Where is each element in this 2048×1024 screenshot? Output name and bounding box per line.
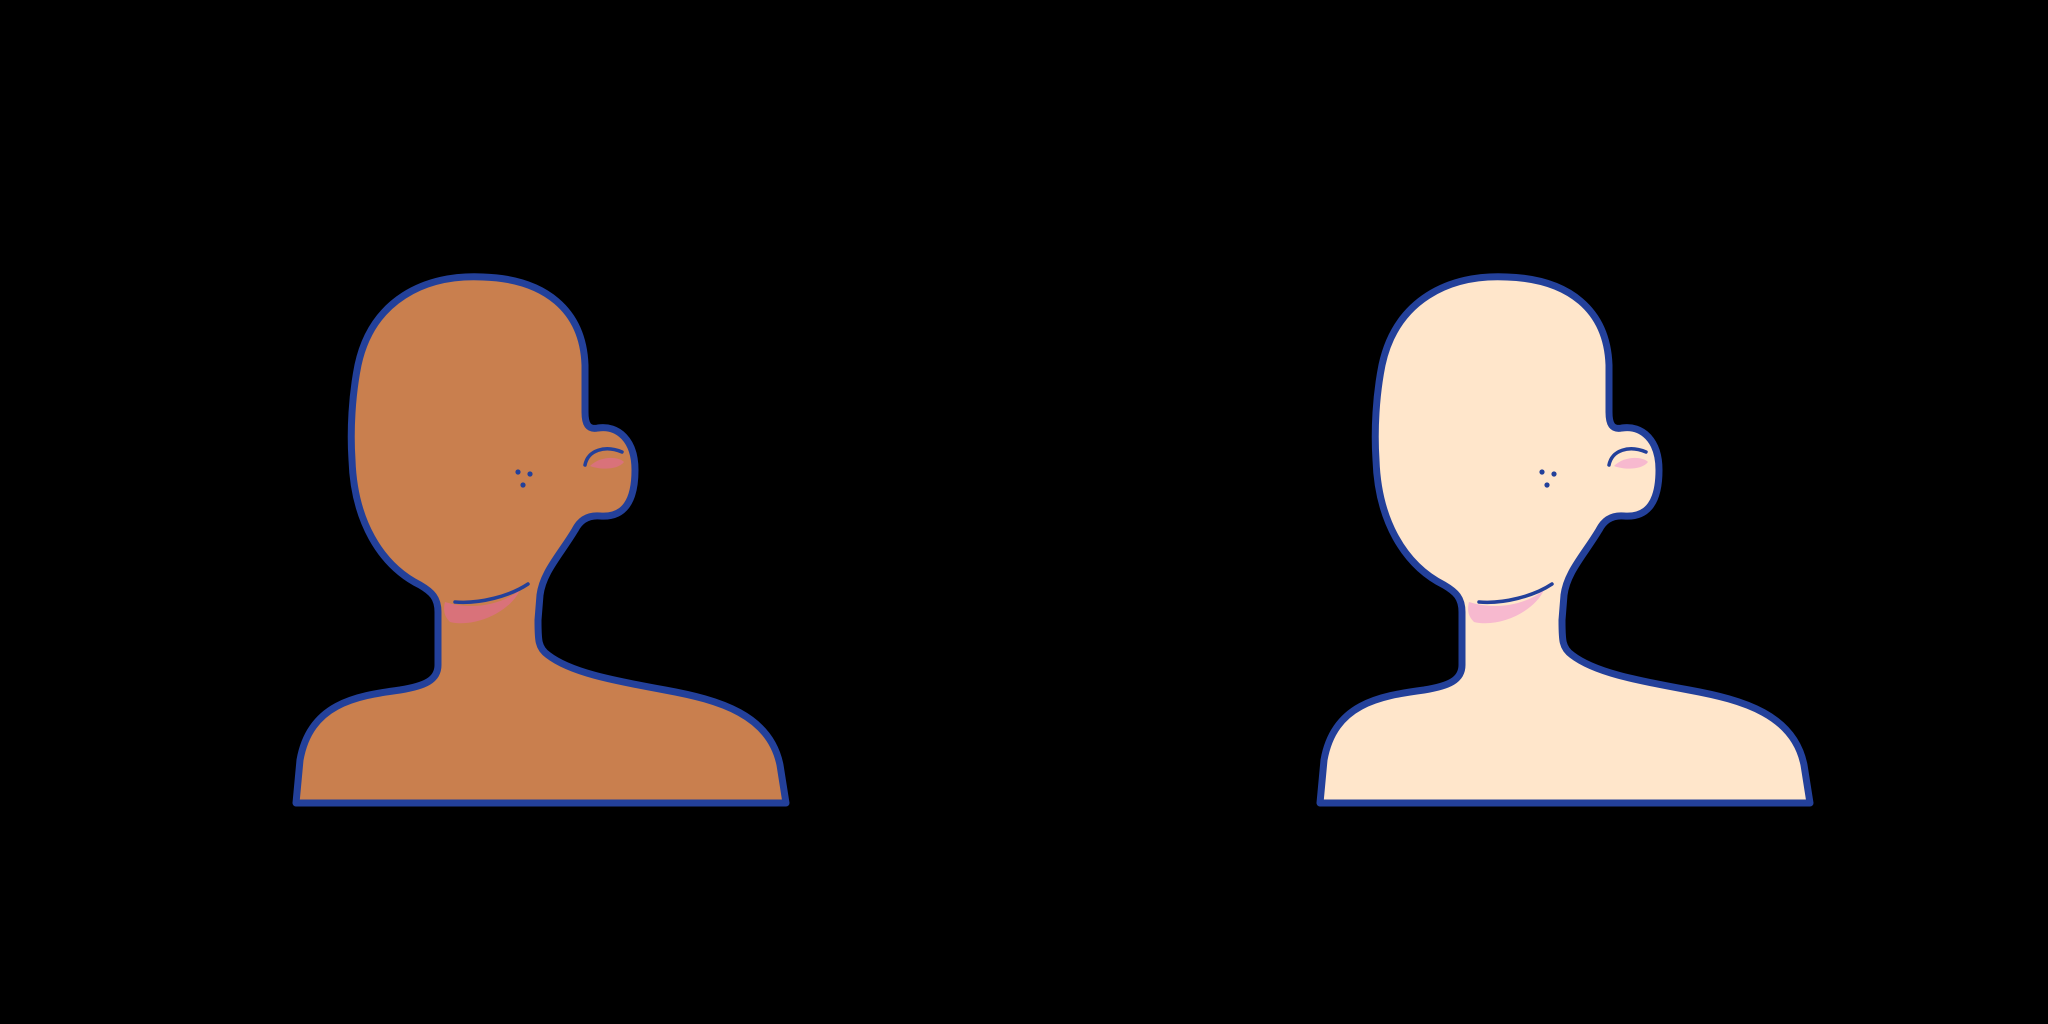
jaw-line bbox=[1477, 582, 1554, 605]
chin-blush bbox=[1468, 590, 1544, 624]
ear-blush bbox=[1614, 457, 1648, 469]
bust-silhouette bbox=[1316, 273, 1814, 807]
bust-group bbox=[292, 273, 790, 807]
chin-blush bbox=[444, 590, 520, 624]
ear-inner bbox=[583, 447, 624, 467]
freckle bbox=[520, 482, 526, 488]
jaw-line bbox=[453, 582, 530, 605]
freckle bbox=[1544, 482, 1550, 488]
freckle bbox=[515, 469, 521, 475]
ear-inner bbox=[1607, 447, 1648, 467]
freckle bbox=[1539, 469, 1545, 475]
ear-blush bbox=[590, 457, 624, 469]
freckle bbox=[527, 471, 533, 477]
freckle bbox=[1551, 471, 1557, 477]
bust-group bbox=[1316, 273, 1814, 807]
bust-silhouette bbox=[292, 273, 790, 807]
